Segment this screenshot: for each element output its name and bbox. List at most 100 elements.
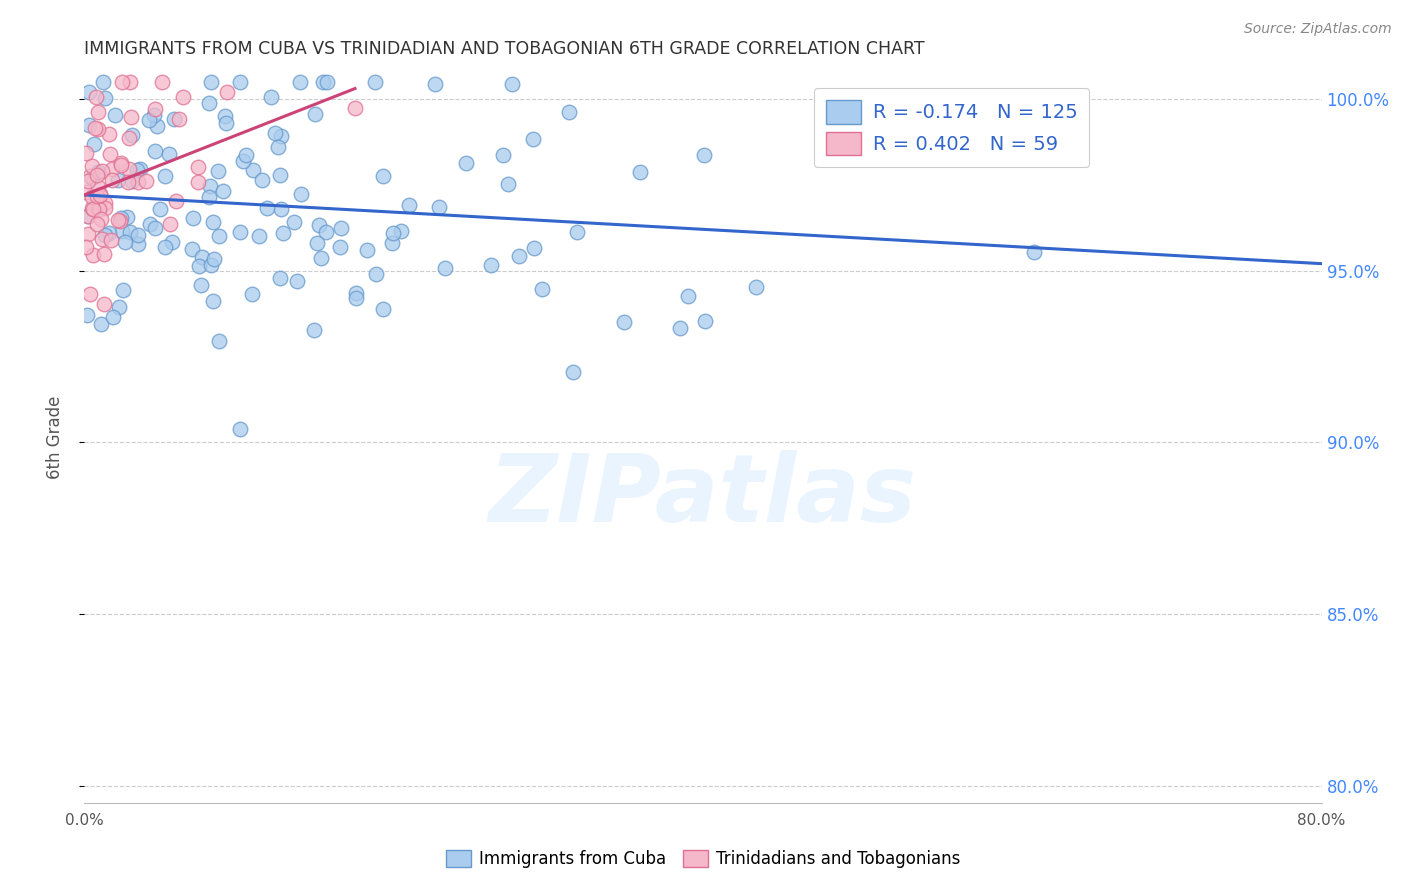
Point [329, 240, 352, 254]
Point [89, 187, 111, 202]
Point [114, 235, 136, 249]
Point [522, 132, 544, 146]
Point [90, 164, 112, 178]
Point [669, 320, 692, 334]
Point [344, 285, 367, 300]
Point [75, 186, 97, 200]
Point [217, 85, 239, 99]
Point [77, 209, 100, 223]
Point [304, 107, 326, 121]
Point [159, 218, 181, 232]
Point [229, 422, 252, 436]
Point [260, 90, 283, 104]
Point [100, 161, 122, 176]
Point [429, 200, 451, 214]
Point [302, 323, 325, 337]
Point [270, 128, 292, 143]
Point [82, 202, 104, 216]
Point [187, 259, 209, 273]
Point [87, 165, 110, 179]
Point [256, 201, 278, 215]
Point [190, 250, 212, 264]
Point [157, 147, 180, 161]
Point [344, 101, 367, 115]
Point [111, 75, 134, 89]
Point [94, 202, 117, 216]
Point [381, 226, 404, 240]
Point [676, 289, 699, 303]
Point [127, 237, 149, 252]
Point [80, 201, 103, 215]
Point [201, 293, 224, 308]
Point [264, 126, 287, 140]
Point [522, 241, 544, 255]
Y-axis label: 6th Grade: 6th Grade [45, 395, 63, 479]
Point [247, 229, 270, 244]
Point [98, 127, 121, 141]
Point [250, 173, 273, 187]
Point [82, 170, 104, 185]
Point [613, 315, 636, 329]
Point [240, 287, 263, 301]
Point [149, 202, 172, 217]
Point [163, 112, 186, 126]
Point [208, 228, 231, 243]
Point [118, 130, 141, 145]
Point [202, 215, 225, 229]
Point [200, 75, 222, 89]
Point [308, 218, 330, 232]
Point [283, 215, 305, 229]
Point [190, 277, 212, 292]
Point [389, 225, 412, 239]
Point [208, 334, 231, 348]
Point [87, 104, 110, 119]
Point [558, 104, 581, 119]
Point [235, 148, 257, 162]
Point [143, 220, 166, 235]
Point [242, 163, 264, 178]
Point [127, 228, 149, 243]
Point [86, 201, 108, 215]
Point [496, 177, 519, 191]
Point [492, 148, 515, 162]
Point [91, 75, 114, 89]
Point [315, 225, 337, 239]
Point [165, 194, 187, 208]
Point [87, 180, 110, 194]
Point [145, 102, 167, 116]
Point [110, 155, 132, 169]
Point [84, 120, 107, 135]
Point [98, 226, 121, 240]
Legend: Immigrants from Cuba, Trinidadians and Tobagonians: Immigrants from Cuba, Trinidadians and T… [439, 843, 967, 875]
Point [77, 174, 100, 188]
Point [267, 140, 290, 154]
Point [1024, 244, 1046, 259]
Point [305, 235, 328, 250]
Point [94, 91, 117, 105]
Point [309, 251, 332, 265]
Point [90, 212, 112, 227]
Point [501, 77, 523, 91]
Point [86, 169, 108, 183]
Point [329, 220, 352, 235]
Point [198, 190, 221, 204]
Point [565, 225, 588, 239]
Point [111, 284, 134, 298]
Point [398, 198, 420, 212]
Point [198, 178, 221, 193]
Point [117, 175, 139, 189]
Point [150, 75, 173, 89]
Point [693, 148, 716, 162]
Point [508, 249, 530, 263]
Point [118, 75, 141, 89]
Point [120, 225, 142, 239]
Point [162, 235, 184, 249]
Text: IMMIGRANTS FROM CUBA VS TRINIDADIAN AND TOBAGONIAN 6TH GRADE CORRELATION CHART: IMMIGRANTS FROM CUBA VS TRINIDADIAN AND … [84, 40, 925, 58]
Point [103, 108, 125, 122]
Point [187, 161, 209, 175]
Point [93, 297, 115, 311]
Point [479, 258, 502, 272]
Point [231, 153, 253, 168]
Point [129, 162, 152, 177]
Point [94, 195, 117, 210]
